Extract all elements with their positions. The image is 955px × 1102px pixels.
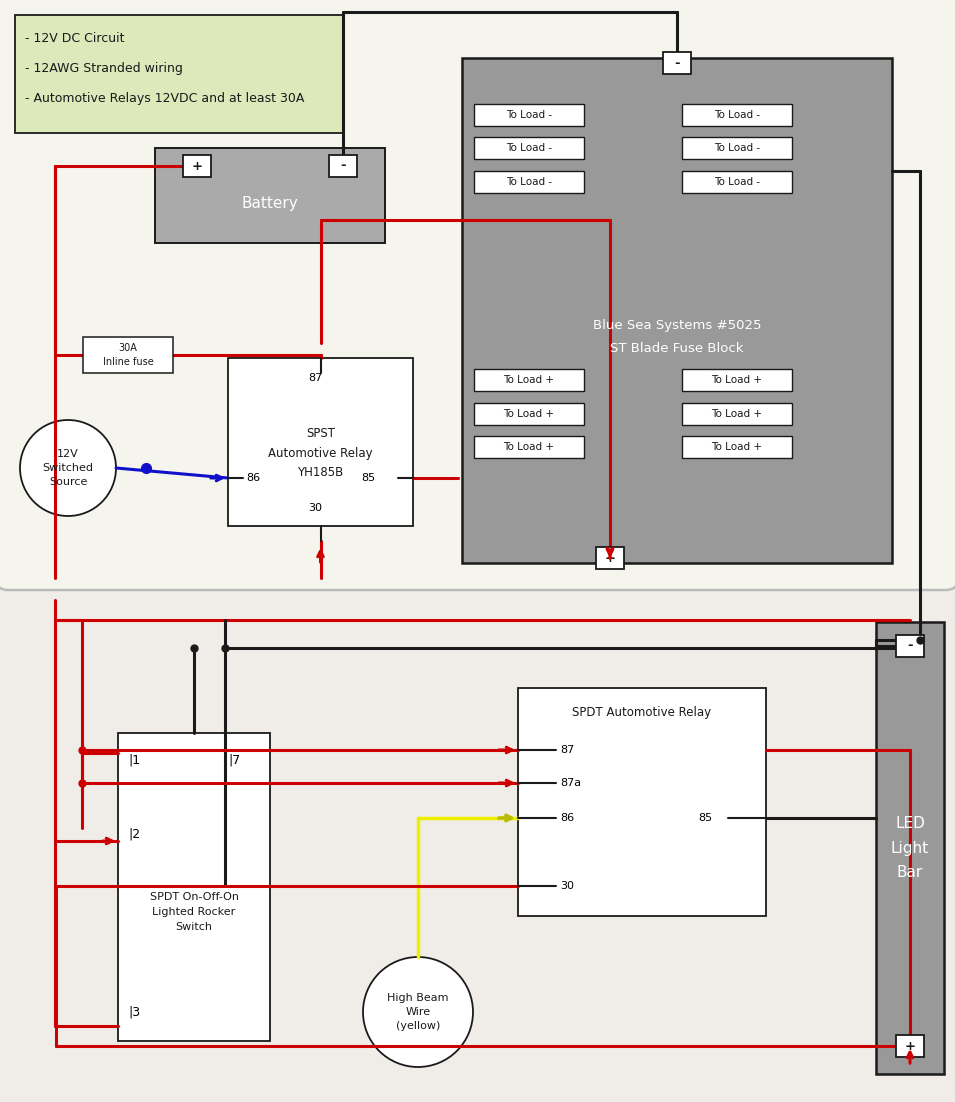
Text: - 12AWG Stranded wiring: - 12AWG Stranded wiring — [25, 62, 182, 75]
Text: -: - — [907, 639, 913, 652]
Text: SPDT On-Off-On
Lighted Rocker
Switch: SPDT On-Off-On Lighted Rocker Switch — [150, 893, 239, 932]
Text: SPDT Automotive Relay: SPDT Automotive Relay — [572, 706, 711, 719]
Bar — [896, 1035, 924, 1057]
Bar — [15, 15, 343, 133]
Text: To Load -: To Load - — [714, 177, 760, 187]
Text: High Beam
Wire
(yellow): High Beam Wire (yellow) — [387, 993, 449, 1031]
Bar — [474, 137, 584, 159]
Bar — [682, 436, 792, 458]
Bar — [518, 688, 766, 916]
Bar — [474, 171, 584, 193]
Bar — [83, 337, 173, 372]
Text: +: + — [904, 1039, 916, 1052]
Bar — [682, 403, 792, 425]
Text: Blue Sea Systems #5025: Blue Sea Systems #5025 — [593, 318, 761, 332]
Text: SPST
Automotive Relay
YH185B: SPST Automotive Relay YH185B — [268, 426, 372, 479]
Text: 87: 87 — [560, 745, 574, 755]
Text: 30A
Inline fuse: 30A Inline fuse — [102, 344, 154, 367]
Text: To Load -: To Load - — [714, 110, 760, 120]
Text: To Load +: To Load + — [503, 375, 555, 385]
Circle shape — [20, 420, 116, 516]
Bar — [682, 171, 792, 193]
Bar — [183, 155, 211, 177]
Text: 85: 85 — [698, 813, 712, 823]
Text: 30: 30 — [560, 880, 574, 892]
Bar — [682, 104, 792, 126]
Text: - Automotive Relays 12VDC and at least 30A: - Automotive Relays 12VDC and at least 3… — [25, 91, 305, 105]
Text: |2: |2 — [128, 828, 140, 841]
Circle shape — [363, 957, 473, 1067]
Text: +: + — [605, 551, 616, 564]
Text: |7: |7 — [228, 753, 241, 766]
Text: To Load -: To Load - — [714, 143, 760, 153]
Text: To Load -: To Load - — [506, 110, 552, 120]
Text: To Load +: To Load + — [503, 442, 555, 452]
Text: 87: 87 — [308, 372, 323, 383]
Text: |1: |1 — [128, 753, 140, 766]
Bar — [896, 635, 924, 657]
Bar — [474, 436, 584, 458]
Bar — [474, 104, 584, 126]
Text: 87a: 87a — [560, 778, 582, 788]
Bar — [474, 403, 584, 425]
Text: 12V
Switched
Source: 12V Switched Source — [43, 449, 94, 487]
Text: -: - — [674, 56, 680, 69]
Bar — [118, 733, 270, 1041]
Text: - 12V DC Circuit: - 12V DC Circuit — [25, 32, 124, 45]
Text: To Load +: To Load + — [503, 409, 555, 419]
Text: To Load -: To Load - — [506, 143, 552, 153]
Text: |3: |3 — [128, 1006, 140, 1019]
Text: 85: 85 — [361, 473, 375, 483]
Text: ST Blade Fuse Block: ST Blade Fuse Block — [610, 342, 744, 355]
Bar — [155, 148, 385, 244]
Text: Battery: Battery — [242, 196, 298, 210]
Text: 30: 30 — [308, 503, 323, 514]
Bar — [329, 155, 357, 177]
Bar — [228, 358, 413, 526]
Text: -: - — [340, 160, 346, 173]
Text: LED
Light
Bar: LED Light Bar — [891, 815, 929, 880]
Bar — [682, 137, 792, 159]
FancyBboxPatch shape — [0, 0, 955, 590]
Text: To Load +: To Load + — [711, 375, 762, 385]
Bar — [596, 547, 624, 569]
Text: +: + — [192, 160, 202, 173]
Bar — [682, 369, 792, 391]
Bar — [462, 58, 892, 563]
Text: To Load +: To Load + — [711, 409, 762, 419]
Text: 86: 86 — [560, 813, 574, 823]
Bar — [663, 52, 691, 74]
Text: To Load +: To Load + — [711, 442, 762, 452]
Text: 86: 86 — [246, 473, 260, 483]
Bar — [876, 622, 944, 1074]
Text: To Load -: To Load - — [506, 177, 552, 187]
Bar — [474, 369, 584, 391]
